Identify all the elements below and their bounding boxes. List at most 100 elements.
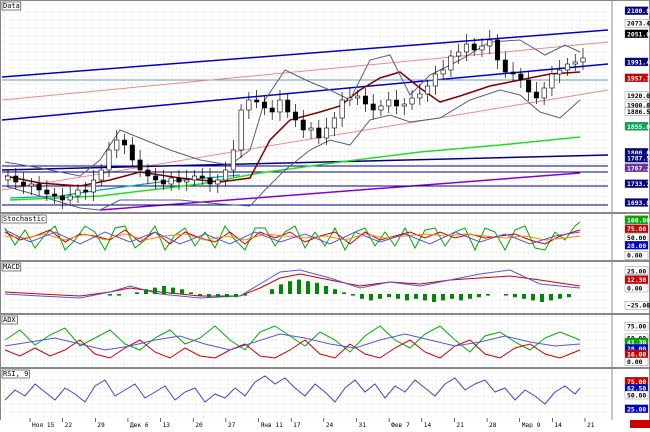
macd-histogram-bar — [225, 294, 229, 298]
macd-histogram-bar — [513, 294, 517, 298]
candle-body — [495, 39, 501, 61]
date-label: 14 — [424, 422, 432, 428]
macd-histogram-bar — [135, 292, 139, 294]
candlesticks — [5, 30, 586, 209]
scale-label: 75.00 — [627, 378, 646, 386]
panel-title-macd: MACD — [1, 262, 22, 272]
scale-label: 2073.49 — [627, 20, 650, 28]
candle-body — [557, 69, 563, 75]
date-label: 28 — [489, 422, 497, 428]
candle-body — [277, 99, 283, 113]
candle-body — [67, 195, 73, 201]
maroon-moving-average — [4, 71, 581, 187]
candle-body — [114, 139, 120, 151]
purple-trend — [99, 172, 581, 211]
macd-histogram-bar — [387, 294, 391, 298]
candle-body — [409, 97, 415, 105]
scale-label-box — [624, 73, 649, 83]
date-axis: Ноя 15 22 29 Дек 6 13 20 27 Янв 11 17 24 31 Фев 7 14… — [0, 418, 650, 429]
scale-label: 1855.00 — [627, 123, 650, 131]
panel-title-box — [1, 315, 18, 325]
scale-label: 1693.80 — [627, 199, 650, 207]
candle-body — [378, 105, 384, 111]
macd-histogram-bar — [414, 294, 418, 299]
candle-body — [254, 99, 260, 103]
macd-histogram-bar — [108, 294, 112, 296]
macd-histogram-bar — [486, 294, 490, 296]
date-label: 14 — [554, 422, 562, 428]
scale-label: 1900.00 — [627, 102, 650, 110]
scale-label-box — [624, 107, 649, 116]
macd-histogram-bar — [243, 294, 247, 296]
scale-label-box — [624, 57, 649, 67]
scale-label: 0.00 — [627, 285, 643, 293]
scale-label-box — [624, 154, 649, 163]
candle-body — [300, 119, 306, 131]
scale-label-box — [624, 404, 649, 413]
macd-histogram-bar — [270, 289, 274, 294]
candle-body — [75, 189, 81, 197]
scale-label-box — [624, 241, 649, 250]
panel-title-adx: ADX — [1, 315, 18, 325]
candle-body — [370, 103, 376, 111]
scale-label-box — [624, 357, 649, 366]
candle-body — [580, 57, 586, 63]
macd-histogram-bar — [297, 279, 301, 294]
panel-frame-adx — [0, 314, 650, 368]
scale-label: 25.00 — [627, 267, 646, 275]
scale-label: 12.30 — [627, 276, 646, 284]
scale-label: 100.00 — [627, 216, 650, 224]
macd-histogram — [108, 279, 571, 302]
candle-body — [355, 95, 361, 99]
panel-title-text: MACD — [3, 263, 20, 271]
candle-body — [5, 175, 11, 181]
channel-line-upper — [1, 29, 609, 78]
scale-label-box — [624, 251, 649, 260]
candle-body — [122, 139, 128, 146]
candle-body — [199, 175, 205, 179]
scale-label-box — [624, 215, 649, 224]
candle-body — [487, 39, 493, 47]
macd-histogram-bar — [477, 294, 481, 298]
scale-label: 50.00 — [627, 234, 646, 242]
date-label: 29 — [97, 422, 105, 428]
macd-histogram-bar — [216, 294, 220, 298]
green-moving-average — [9, 136, 581, 201]
scale-label: 1991.46 — [627, 58, 650, 66]
macd-histogram-bar — [288, 281, 292, 294]
scale-label: 0.00 — [627, 358, 643, 366]
candle-body — [223, 169, 229, 181]
date-axis-bg — [0, 420, 650, 428]
scale-label-box — [624, 6, 649, 15]
candle-body — [541, 87, 547, 99]
scale-label: 1800.00 — [627, 149, 650, 157]
scale-label-box — [624, 179, 649, 188]
macd-histogram-bar — [342, 292, 346, 294]
candle-body — [324, 127, 330, 139]
date-label: Фев 7 — [391, 422, 410, 428]
macd-histogram-bar — [324, 286, 328, 294]
panel-title-box — [1, 262, 22, 272]
scale-label: -25.00 — [627, 302, 650, 310]
scale-label-box — [624, 19, 649, 28]
candle-body — [362, 95, 368, 105]
candle-body — [316, 127, 322, 139]
macd-histogram-bar — [207, 294, 211, 298]
candle-body — [401, 103, 407, 107]
macd-histogram-bar — [522, 294, 526, 299]
scale-label: 41.30 — [627, 339, 646, 347]
scale-label: 1886.50 — [627, 108, 650, 116]
candle-body — [432, 73, 438, 87]
scale-label: 1767.20 — [627, 164, 650, 172]
macd-histogram-bar — [234, 294, 238, 298]
macd-histogram-bar — [180, 289, 184, 294]
scale-label-box — [624, 275, 649, 284]
macd-histogram-bar — [279, 284, 283, 294]
candle-body — [184, 179, 190, 183]
channel-line-mid — [1, 63, 609, 121]
candle-body — [386, 99, 392, 107]
candle-body — [21, 181, 27, 187]
candle-body — [207, 177, 213, 185]
macd-histogram-bar — [171, 287, 175, 294]
